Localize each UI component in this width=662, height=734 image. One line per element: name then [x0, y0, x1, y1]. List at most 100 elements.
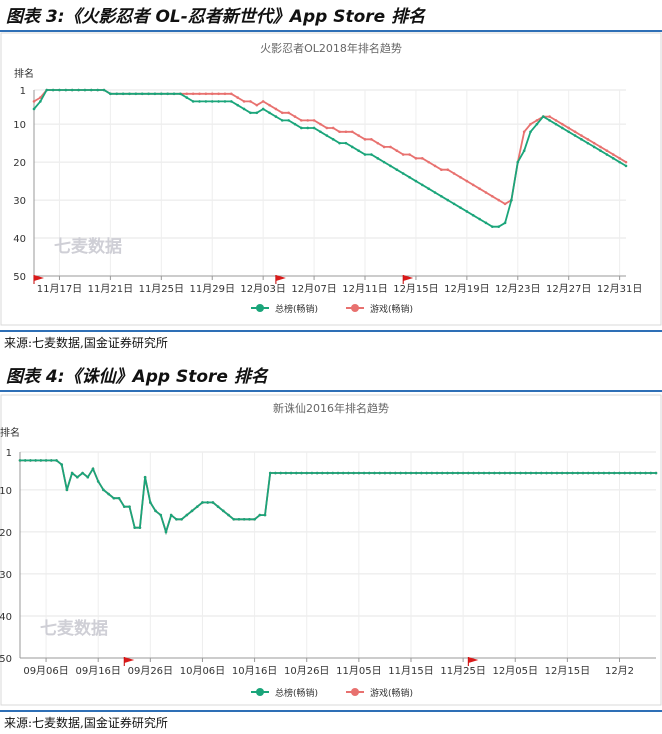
x-tick-label: 11月25日 [440, 665, 485, 677]
data-point-1 [312, 119, 316, 122]
data-point-0 [261, 107, 265, 111]
data-point-0 [513, 471, 517, 475]
data-point-0 [541, 115, 545, 118]
legend-marker-0 [256, 688, 264, 696]
data-point-1 [484, 191, 488, 194]
x-tick-label: 11月15日 [388, 665, 433, 677]
data-point-0 [289, 471, 293, 475]
data-point-0 [242, 517, 246, 521]
data-point-1 [376, 141, 380, 145]
data-point-0 [586, 471, 590, 475]
x-tick-label: 10月06日 [180, 665, 225, 677]
data-point-0 [618, 160, 621, 164]
data-point-0 [633, 471, 637, 475]
data-point-0 [169, 513, 173, 517]
data-point-0 [310, 471, 314, 475]
data-point-1 [32, 100, 36, 103]
data-point-0 [421, 183, 424, 187]
data-point-1 [319, 122, 322, 126]
data-point-1 [242, 100, 246, 103]
data-point-0 [389, 164, 392, 168]
legend-marker-0 [256, 304, 264, 312]
data-point-0 [534, 471, 538, 475]
data-point-0 [280, 119, 284, 122]
data-point-1 [624, 160, 628, 164]
data-point-0 [191, 100, 195, 103]
x-tick-label: 12月15日 [545, 665, 590, 677]
x-tick-label: 11月25日 [139, 283, 184, 295]
x-tick-label: 12月27日 [546, 283, 591, 295]
figure-4-source: 来源:七麦数据,国金证券研究所 [0, 710, 662, 734]
data-point-0 [376, 157, 380, 160]
data-point-1 [268, 103, 271, 107]
data-point-0 [143, 475, 147, 479]
data-point-0 [427, 187, 430, 190]
data-point-1 [580, 134, 583, 137]
data-point-0 [133, 526, 136, 529]
data-point-0 [18, 459, 22, 462]
data-point-1 [338, 130, 341, 134]
data-point-0 [140, 92, 144, 96]
data-point-0 [39, 459, 43, 462]
data-point-0 [618, 471, 621, 475]
data-point-1 [395, 149, 399, 153]
data-point-0 [300, 126, 303, 130]
data-point-1 [191, 92, 195, 96]
data-point-0 [51, 88, 55, 92]
data-point-1 [274, 107, 278, 111]
data-point-1 [535, 119, 539, 122]
data-point-0 [338, 141, 341, 145]
data-point-0 [561, 126, 564, 130]
data-point-0 [378, 471, 382, 475]
data-point-0 [383, 471, 387, 475]
data-point-0 [581, 471, 585, 475]
data-point-0 [134, 92, 138, 96]
data-point-1 [586, 138, 590, 141]
data-point-0 [216, 505, 220, 508]
data-point-1 [249, 100, 252, 103]
data-point-0 [159, 513, 163, 517]
data-point-1 [592, 141, 596, 145]
x-tick-label: 11月29日 [190, 283, 235, 295]
data-point-0 [628, 471, 632, 475]
data-point-0 [279, 471, 282, 475]
data-point-0 [232, 517, 236, 521]
data-point-0 [284, 471, 288, 475]
data-point-1 [357, 134, 360, 137]
data-point-0 [456, 471, 460, 475]
data-point-0 [122, 505, 126, 508]
data-point-1 [363, 138, 367, 141]
data-point-0 [401, 172, 405, 175]
data-point-0 [649, 471, 653, 475]
y-axis-label: 排名 [0, 426, 20, 439]
data-point-1 [325, 126, 329, 130]
x-tick-label: 11月17日 [37, 283, 82, 295]
data-point-0 [592, 145, 596, 149]
data-point-0 [508, 471, 512, 475]
y-tick-label: 40 [13, 234, 26, 245]
data-point-0 [293, 122, 297, 126]
data-point-1 [350, 130, 354, 134]
data-point-0 [96, 480, 100, 483]
data-point-1 [344, 130, 348, 134]
data-point-0 [23, 459, 27, 462]
data-point-0 [331, 471, 335, 475]
y-tick-label: 1 [6, 448, 12, 459]
data-point-0 [395, 168, 399, 172]
data-point-0 [607, 471, 611, 475]
x-tick-label: 12月2 [605, 665, 634, 677]
data-point-1 [452, 172, 456, 175]
data-point-1 [459, 176, 462, 179]
data-point-0 [236, 103, 239, 107]
legend-marker-1 [351, 304, 359, 312]
data-point-0 [210, 100, 214, 103]
data-point-0 [223, 100, 227, 103]
data-point-1 [223, 92, 227, 96]
data-point-1 [382, 145, 386, 149]
data-point-0 [639, 471, 642, 475]
data-point-0 [408, 176, 411, 179]
data-point-0 [373, 471, 376, 475]
x-tick-label: 10月26日 [284, 665, 329, 677]
data-point-0 [102, 488, 105, 492]
data-point-0 [440, 471, 444, 475]
